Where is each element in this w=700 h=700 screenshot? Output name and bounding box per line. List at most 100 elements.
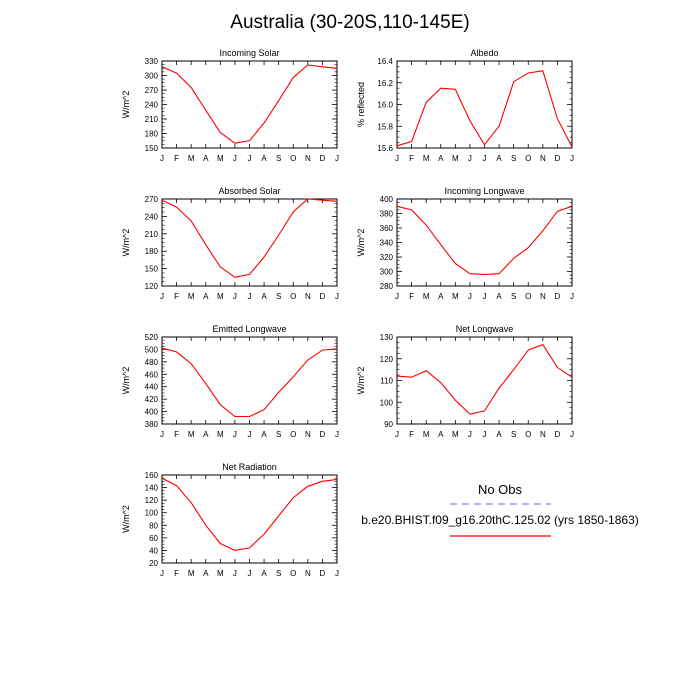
y-tick-label: 16.4 — [377, 57, 393, 66]
x-tick-label: D — [555, 292, 561, 301]
x-tick-label: F — [174, 292, 179, 301]
panel-title: Albedo — [470, 48, 498, 58]
plot-frame — [161, 336, 338, 425]
y-tick-label: 240 — [145, 212, 159, 221]
x-tick-label: J — [248, 154, 252, 163]
y-axis-label: % reflected — [356, 82, 366, 127]
plot-frame — [396, 198, 573, 287]
y-tick-label: 15.6 — [377, 144, 393, 153]
y-tick-label: 100 — [145, 509, 159, 518]
x-tick-label: D — [555, 430, 561, 439]
x-tick-label: J — [233, 430, 237, 439]
series-line — [161, 64, 338, 144]
x-tick-label: A — [496, 430, 502, 439]
y-tick-label: 40 — [149, 546, 158, 555]
x-tick-label: F — [409, 292, 414, 301]
series-line — [396, 205, 573, 275]
x-tick-label: N — [305, 292, 311, 301]
y-tick-label: 120 — [145, 282, 159, 291]
x-tick-label: O — [290, 430, 296, 439]
x-tick-label: J — [468, 154, 472, 163]
y-tick-label: 270 — [145, 195, 159, 204]
panel-title: Net Longwave — [456, 324, 514, 334]
x-tick-label: A — [438, 292, 444, 301]
x-tick-label: A — [438, 430, 444, 439]
plot-frame — [161, 198, 338, 287]
y-tick-label: 400 — [380, 195, 394, 204]
x-tick-label: A — [261, 154, 267, 163]
x-tick-label: M — [423, 154, 430, 163]
x-tick-label: J — [335, 292, 339, 301]
y-tick-label: 120 — [380, 355, 394, 364]
x-tick-label: S — [276, 430, 281, 439]
y-tick-label: 340 — [380, 239, 394, 248]
x-tick-label: M — [188, 430, 195, 439]
plot-frame — [161, 60, 338, 149]
x-tick-label: J — [395, 154, 399, 163]
y-axis-label: W/m^2 — [356, 229, 366, 257]
x-tick-label: F — [409, 430, 414, 439]
series-line — [161, 347, 338, 418]
x-tick-label: J — [233, 292, 237, 301]
x-tick-label: O — [290, 154, 296, 163]
y-tick-label: 16.2 — [377, 79, 393, 88]
y-axis-label: W/m^2 — [121, 505, 131, 533]
y-tick-label: 460 — [145, 370, 159, 379]
x-tick-label: A — [261, 569, 267, 578]
x-tick-label: J — [160, 569, 164, 578]
x-tick-label: J — [233, 569, 237, 578]
panel-title: Incoming Solar — [219, 48, 279, 58]
x-tick-label: M — [217, 430, 224, 439]
x-tick-label: J — [483, 292, 487, 301]
x-tick-label: S — [276, 292, 281, 301]
y-tick-label: 130 — [380, 333, 394, 342]
x-tick-label: S — [276, 569, 281, 578]
x-tick-label: J — [248, 292, 252, 301]
x-tick-label: D — [320, 292, 326, 301]
y-tick-label: 210 — [145, 230, 159, 239]
y-axis-label: W/m^2 — [356, 367, 366, 395]
y-tick-label: 240 — [145, 101, 159, 110]
x-tick-label: A — [203, 569, 209, 578]
x-tick-label: J — [248, 569, 252, 578]
x-tick-label: J — [570, 154, 574, 163]
y-tick-label: 520 — [145, 333, 159, 342]
x-tick-label: M — [188, 292, 195, 301]
y-tick-label: 380 — [145, 420, 159, 429]
y-tick-label: 160 — [145, 471, 159, 480]
panel-title: Emitted Longwave — [212, 324, 286, 334]
y-tick-label: 210 — [145, 115, 159, 124]
y-tick-label: 20 — [149, 559, 158, 568]
panel-title: Absorbed Solar — [218, 186, 280, 196]
x-tick-label: F — [174, 569, 179, 578]
x-tick-label: M — [423, 430, 430, 439]
x-tick-label: A — [203, 430, 209, 439]
x-tick-label: J — [483, 154, 487, 163]
y-tick-label: 480 — [145, 358, 159, 367]
x-tick-label: A — [496, 292, 502, 301]
panel-title: Net Radiation — [222, 462, 277, 472]
x-tick-label: J — [570, 292, 574, 301]
x-tick-label: O — [525, 292, 531, 301]
x-tick-label: M — [217, 154, 224, 163]
y-tick-label: 90 — [384, 420, 393, 429]
x-tick-label: M — [188, 569, 195, 578]
x-tick-label: J — [468, 292, 472, 301]
y-tick-label: 420 — [145, 395, 159, 404]
x-tick-label: J — [468, 430, 472, 439]
y-tick-label: 120 — [145, 496, 159, 505]
x-tick-label: N — [540, 292, 546, 301]
x-tick-label: A — [496, 154, 502, 163]
x-tick-label: F — [174, 154, 179, 163]
x-tick-label: J — [335, 569, 339, 578]
x-tick-label: J — [233, 154, 237, 163]
y-tick-label: 180 — [145, 247, 159, 256]
x-tick-label: N — [540, 154, 546, 163]
x-tick-label: O — [525, 430, 531, 439]
x-tick-label: N — [540, 430, 546, 439]
y-tick-label: 270 — [145, 86, 159, 95]
y-tick-label: 330 — [145, 57, 159, 66]
